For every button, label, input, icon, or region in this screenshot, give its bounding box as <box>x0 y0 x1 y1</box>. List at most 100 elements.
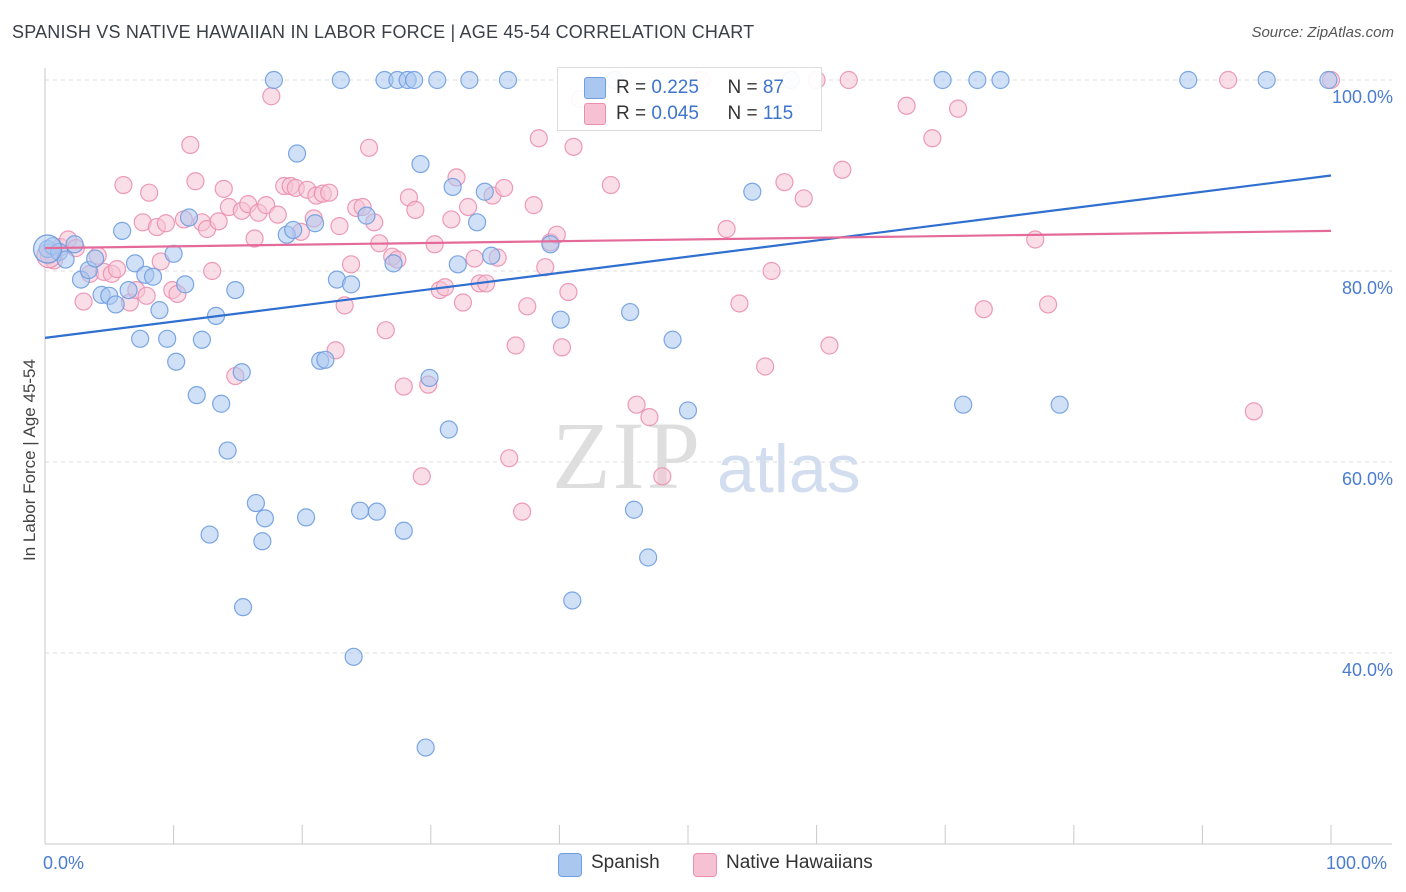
hawaiian-point <box>140 183 159 202</box>
spanish-point <box>296 508 316 527</box>
spanish-point <box>482 246 501 265</box>
hawaiian-point <box>425 235 444 254</box>
spanish-point <box>113 221 132 240</box>
hawaiian-n-label: N = <box>727 103 763 124</box>
spanish-point <box>541 235 560 254</box>
spanish-point <box>131 329 150 348</box>
spanish-point <box>246 493 266 513</box>
hawaiian-point <box>359 138 379 157</box>
legend-spanish-swatch <box>558 853 582 877</box>
spanish-point <box>86 249 105 268</box>
spanish-point <box>212 394 231 413</box>
spanish-point <box>743 182 762 201</box>
spanish-point <box>226 281 245 300</box>
hawaiian-point <box>181 135 200 155</box>
hawaiian-point <box>114 175 133 195</box>
hawaiian-point <box>559 282 578 302</box>
hawaiian-point <box>1026 230 1045 249</box>
hawaiian-point <box>775 173 794 192</box>
hawaiian-point <box>203 261 222 281</box>
spanish-point <box>305 214 325 233</box>
spanish-point <box>411 154 430 174</box>
hawaiian-swatch <box>584 103 606 125</box>
spanish-point <box>150 301 169 320</box>
spanish-swatch <box>584 77 606 99</box>
hawaiian-point <box>209 212 228 231</box>
spanish-n-value: 87 <box>762 77 784 98</box>
y-tick-40: 40.0% <box>1341 660 1393 680</box>
hawaiian-point <box>394 377 413 396</box>
spanish-point <box>663 330 682 349</box>
spanish-point <box>384 254 403 273</box>
spanish-point <box>404 70 424 90</box>
hawaiian-point <box>186 172 205 191</box>
spanish-point <box>284 220 303 240</box>
hawaiian-point <box>74 292 93 311</box>
hawaiian-point <box>1038 295 1058 314</box>
spanish-point <box>125 254 145 273</box>
hawaiian-point <box>717 219 736 239</box>
hawaiian-point <box>262 87 281 106</box>
watermark-atlas: atlas <box>717 431 861 507</box>
y-axis-label: In Labor Force | Age 45-54 <box>20 359 39 561</box>
stats-legend: R = 0.225 N = 87 R = 0.045 N = 115 <box>557 67 822 131</box>
hawaiian-point <box>1219 70 1238 90</box>
spanish-point <box>167 352 186 371</box>
spanish-point <box>187 386 206 405</box>
legend-hawaiian-swatch <box>693 853 717 877</box>
x-tick-100: 100.0% <box>1326 853 1388 873</box>
hawaiian-point <box>245 229 264 248</box>
hawaiian-point <box>465 249 484 268</box>
spanish-n-label: N = <box>727 77 763 98</box>
hawaiian-point <box>412 467 431 486</box>
hawaiian-n-value: 115 <box>762 103 794 124</box>
spanish-point <box>233 598 253 617</box>
spanish-point <box>443 177 462 197</box>
spanish-point <box>428 70 447 90</box>
spanish-point <box>357 206 376 225</box>
hawaiian-point <box>458 197 478 217</box>
spanish-point <box>253 532 272 551</box>
hawaiian-point <box>640 408 659 427</box>
spanish-point <box>143 267 163 286</box>
hawaiian-trend-line <box>44 229 1332 250</box>
hawaiian-point <box>500 449 519 468</box>
hawaiian-point <box>974 300 993 319</box>
spanish-point <box>639 548 658 567</box>
spanish-point <box>624 500 644 519</box>
hawaiian-point <box>529 129 548 148</box>
hawaiian-point <box>107 259 127 279</box>
hawaiian-point <box>330 217 349 236</box>
hawaiian-point <box>524 196 543 215</box>
spanish-point <box>65 235 84 254</box>
spanish-point <box>218 441 237 460</box>
hawaiian-point <box>1244 402 1263 421</box>
spanish-point <box>439 420 458 439</box>
spanish-r-value: 0.225 <box>651 77 699 98</box>
spanish-point <box>179 208 199 227</box>
hawaiian-point <box>320 183 339 202</box>
spanish-point <box>200 525 219 544</box>
spanish-point <box>176 275 195 294</box>
spanish-point <box>192 330 211 349</box>
spanish-point <box>1257 70 1276 90</box>
hawaiian-point <box>653 467 672 486</box>
hawaiian-r-value: 0.045 <box>651 103 699 124</box>
hawaiian-point <box>495 178 514 198</box>
trend-lines <box>44 174 1332 339</box>
spanish-point <box>933 70 952 90</box>
hawaiian-point <box>762 261 781 281</box>
legend-spanish-label: Spanish <box>591 852 660 873</box>
spanish-point <box>255 509 275 528</box>
spanish-point <box>475 182 494 201</box>
spanish-point <box>1179 70 1198 90</box>
spanish-point <box>678 401 698 420</box>
hawaiian-point <box>756 357 775 376</box>
spanish-point <box>563 591 582 610</box>
hawaiian-point <box>518 297 537 316</box>
hawaiian-point <box>552 338 572 357</box>
spanish-point <box>331 70 350 90</box>
hawaiian-point <box>564 137 583 156</box>
watermark-zip: ZIP <box>552 402 702 509</box>
chart-title: SPANISH VS NATIVE HAWAIIAN IN LABOR FORC… <box>12 22 755 42</box>
